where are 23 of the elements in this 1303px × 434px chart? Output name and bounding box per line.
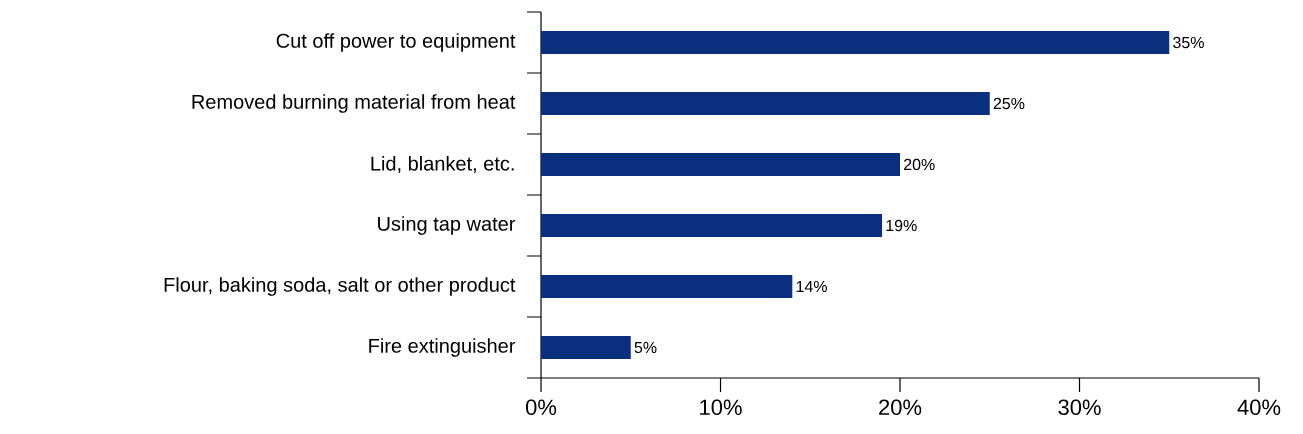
bar xyxy=(541,31,1170,54)
y-tick-label: Cut off power to equipment xyxy=(276,33,516,52)
data-label: 35% xyxy=(1173,36,1204,49)
x-tick-label: 20% xyxy=(879,399,922,416)
bar xyxy=(541,335,631,359)
x-tick-label: 0% xyxy=(525,399,557,416)
y-tick-label: Lid, blanket, etc. xyxy=(371,155,514,174)
y-tick-label: Using tap water xyxy=(378,216,516,235)
data-label: 14% xyxy=(796,280,827,293)
x-tick-label: 10% xyxy=(700,399,742,416)
bar xyxy=(541,152,901,176)
data-label: 19% xyxy=(886,219,917,232)
y-tick-label: Removed burning material from heat xyxy=(192,94,516,113)
data-label: 25% xyxy=(993,97,1025,110)
y-tick-label: Fire extinguisher xyxy=(369,338,516,357)
bar xyxy=(541,91,990,115)
y-tick-label: Flour, baking soda, salt or other product xyxy=(164,277,516,296)
data-label: 5% xyxy=(634,341,657,354)
bar xyxy=(541,213,883,237)
x-tick-label: 30% xyxy=(1058,399,1101,416)
data-label: 20% xyxy=(904,158,935,171)
bar xyxy=(541,274,793,298)
x-tick-label: 40% xyxy=(1237,399,1281,416)
